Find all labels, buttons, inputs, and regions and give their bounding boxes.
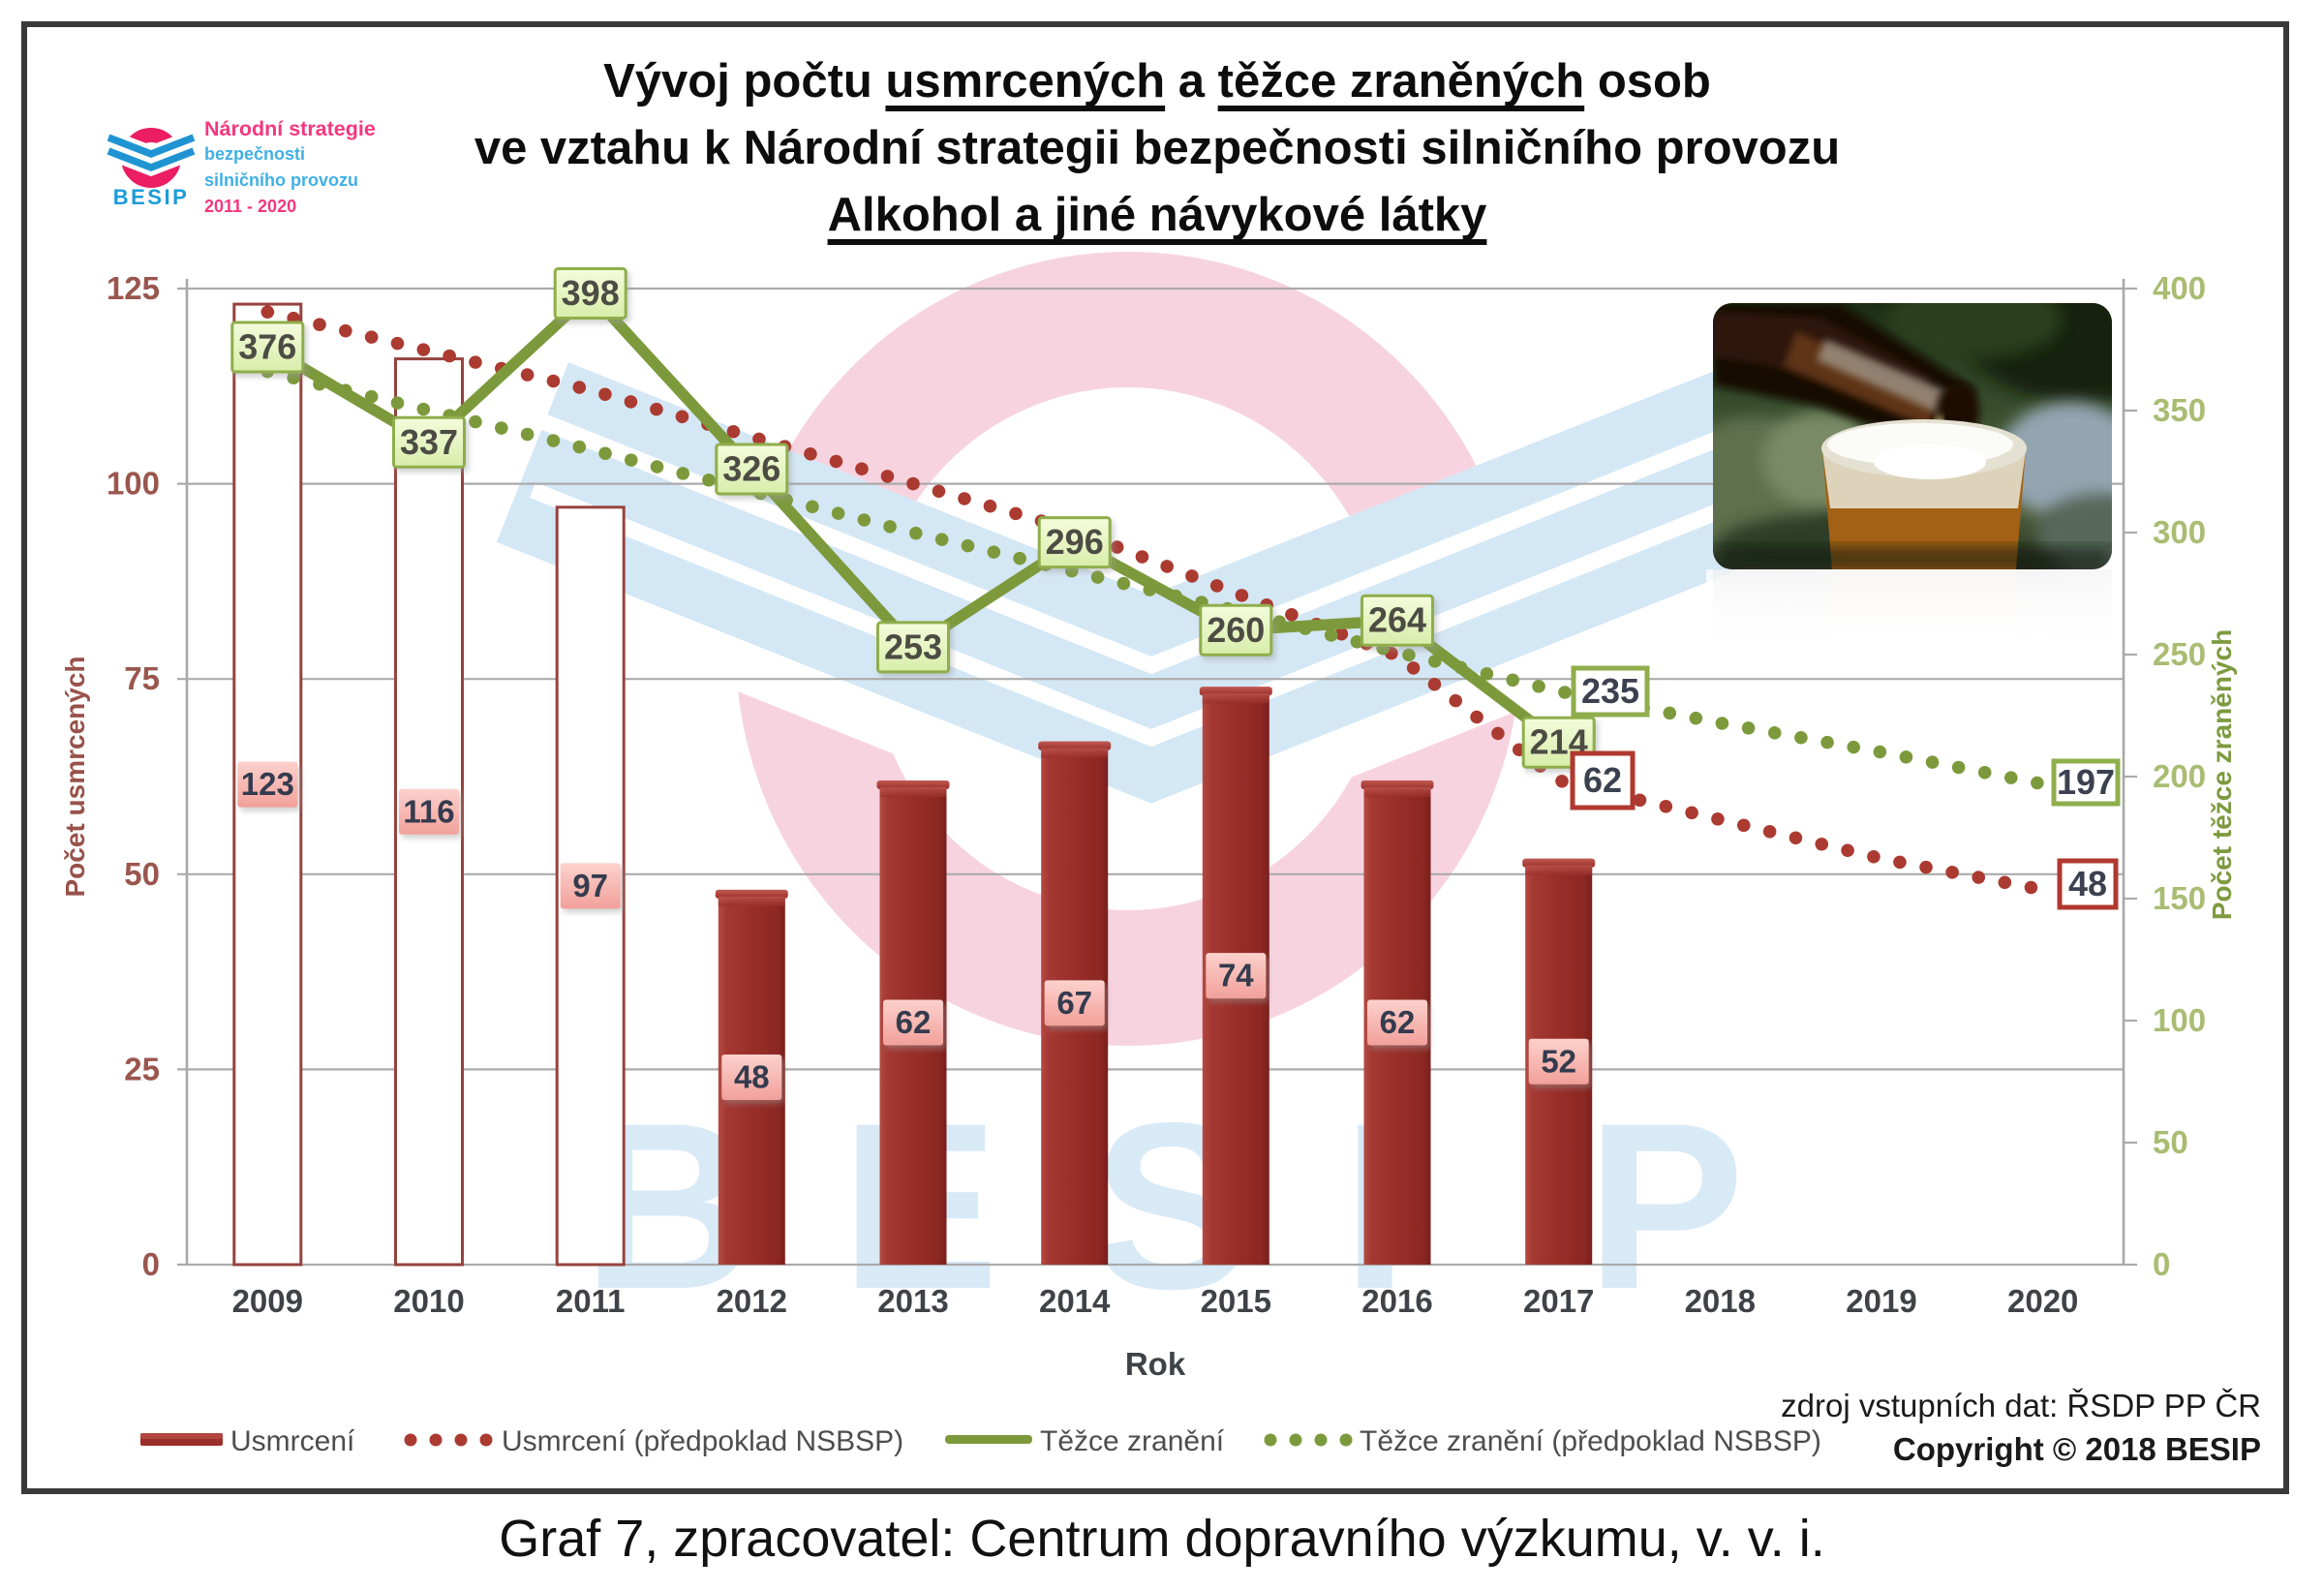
svg-text:62: 62 — [1583, 760, 1622, 800]
svg-text:Počet usmrcených: Počet usmrcených — [60, 657, 90, 898]
svg-text:48: 48 — [734, 1059, 770, 1095]
svg-text:350: 350 — [2153, 392, 2206, 428]
svg-text:2011: 2011 — [556, 1283, 626, 1319]
svg-text:200: 200 — [2153, 758, 2206, 794]
svg-text:260: 260 — [1207, 610, 1265, 650]
svg-text:62: 62 — [1380, 1004, 1416, 1040]
svg-text:100: 100 — [107, 466, 160, 502]
svg-text:2019: 2019 — [1846, 1283, 1916, 1319]
svg-text:250: 250 — [2153, 636, 2206, 672]
svg-text:197: 197 — [2057, 762, 2115, 802]
svg-text:P: P — [1586, 1073, 1744, 1338]
svg-text:2010: 2010 — [393, 1283, 464, 1319]
svg-text:Copyright © 2018 BESIP: Copyright © 2018 BESIP — [1893, 1431, 2261, 1467]
svg-text:2012: 2012 — [717, 1283, 787, 1319]
svg-text:25: 25 — [124, 1051, 160, 1086]
svg-text:BESIP: BESIP — [113, 185, 190, 209]
svg-text:2014: 2014 — [1039, 1283, 1111, 1319]
svg-text:74: 74 — [1218, 958, 1254, 994]
svg-text:50: 50 — [2153, 1124, 2188, 1160]
svg-text:2015: 2015 — [1201, 1283, 1271, 1319]
svg-text:326: 326 — [722, 449, 780, 489]
svg-text:376: 376 — [238, 327, 296, 367]
svg-text:97: 97 — [572, 868, 608, 903]
svg-text:398: 398 — [562, 273, 620, 313]
svg-text:Počet těžce zraněných: Počet těžce zraněných — [2207, 629, 2237, 920]
svg-text:zdroj vstupních dat: ŘSDP PP Č: zdroj vstupních dat: ŘSDP PP ČR — [1781, 1388, 2261, 1423]
svg-text:2016: 2016 — [1361, 1283, 1432, 1319]
svg-text:Usmrcení: Usmrcení — [230, 1425, 355, 1457]
svg-text:67: 67 — [1056, 985, 1092, 1021]
svg-text:48: 48 — [2068, 864, 2107, 903]
svg-text:0: 0 — [142, 1246, 160, 1282]
svg-text:296: 296 — [1046, 522, 1104, 562]
svg-text:62: 62 — [896, 1004, 932, 1040]
svg-text:2020: 2020 — [2007, 1283, 2078, 1319]
svg-text:2017: 2017 — [1523, 1283, 1594, 1319]
svg-text:337: 337 — [400, 422, 458, 462]
svg-text:Národní strategie: Národní strategie — [204, 117, 376, 140]
svg-text:Těžce zranění: Těžce zranění — [1040, 1425, 1225, 1457]
svg-text:2009: 2009 — [232, 1283, 303, 1319]
svg-text:400: 400 — [2153, 270, 2206, 306]
svg-text:75: 75 — [124, 660, 160, 696]
svg-text:150: 150 — [2153, 880, 2206, 916]
svg-text:50: 50 — [124, 856, 160, 892]
svg-text:116: 116 — [403, 793, 454, 829]
svg-text:264: 264 — [1368, 600, 1426, 640]
svg-text:2013: 2013 — [877, 1283, 948, 1319]
svg-text:bezpečnosti: bezpečnosti — [204, 144, 305, 164]
svg-text:Rok: Rok — [1125, 1346, 1186, 1382]
svg-text:2011 - 2020: 2011 - 2020 — [204, 197, 296, 216]
svg-text:Usmrcení (předpoklad NSBSP): Usmrcení (předpoklad NSBSP) — [502, 1425, 903, 1457]
svg-text:2018: 2018 — [1685, 1283, 1756, 1319]
svg-text:300: 300 — [2153, 514, 2206, 550]
svg-text:silničního provozu: silničního provozu — [204, 170, 358, 190]
svg-text:Těžce zranění (předpoklad NSBS: Těžce zranění (předpoklad NSBSP) — [1360, 1425, 1821, 1457]
svg-text:125: 125 — [107, 270, 160, 306]
svg-text:235: 235 — [1581, 671, 1639, 711]
svg-text:100: 100 — [2153, 1002, 2206, 1038]
svg-text:0: 0 — [2153, 1246, 2170, 1282]
svg-text:123: 123 — [241, 766, 294, 802]
svg-text:253: 253 — [884, 627, 942, 666]
svg-text:52: 52 — [1541, 1043, 1576, 1079]
